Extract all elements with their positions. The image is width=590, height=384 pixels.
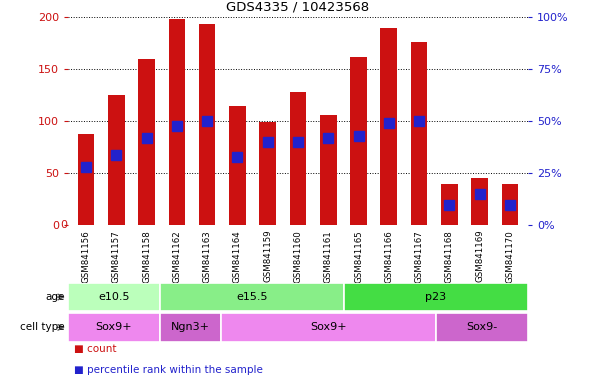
Bar [350, 57, 367, 225]
Text: p23: p23 [425, 292, 447, 302]
Bar [411, 42, 427, 225]
Text: GSM841161: GSM841161 [324, 230, 333, 283]
Bar [290, 92, 306, 225]
Text: ■ count: ■ count [74, 344, 116, 354]
Text: e15.5: e15.5 [236, 292, 268, 302]
Text: GSM841156: GSM841156 [81, 230, 90, 283]
Text: 0: 0 [60, 220, 67, 230]
Bar [138, 59, 155, 225]
Bar [436, 313, 528, 342]
Bar [68, 283, 160, 311]
Text: GSM841163: GSM841163 [202, 230, 212, 283]
Bar [441, 184, 458, 225]
Bar [229, 106, 245, 225]
Text: GSM841162: GSM841162 [172, 230, 181, 283]
Text: Ngn3+: Ngn3+ [171, 322, 210, 333]
Text: ■ percentile rank within the sample: ■ percentile rank within the sample [74, 365, 263, 375]
Bar [221, 313, 436, 342]
Bar [260, 122, 276, 225]
Bar [502, 184, 518, 225]
Bar [160, 313, 221, 342]
Bar [471, 177, 488, 225]
Text: GSM841165: GSM841165 [354, 230, 363, 283]
Bar [320, 115, 336, 225]
Text: GSM841168: GSM841168 [445, 230, 454, 283]
Bar [160, 283, 344, 311]
Bar [344, 283, 528, 311]
Text: GDS4335 / 10423568: GDS4335 / 10423568 [227, 0, 369, 13]
Text: age: age [45, 292, 65, 302]
Text: GSM841160: GSM841160 [293, 230, 303, 283]
Text: GSM841167: GSM841167 [415, 230, 424, 283]
Text: Sox9+: Sox9+ [310, 322, 347, 333]
Text: e10.5: e10.5 [98, 292, 130, 302]
Text: Sox9-: Sox9- [467, 322, 497, 333]
Text: GSM841164: GSM841164 [233, 230, 242, 283]
Text: Sox9+: Sox9+ [96, 322, 132, 333]
Text: GSM841169: GSM841169 [475, 230, 484, 283]
Bar [108, 95, 124, 225]
Text: GSM841170: GSM841170 [506, 230, 514, 283]
Text: GSM841157: GSM841157 [112, 230, 121, 283]
Text: GSM841159: GSM841159 [263, 230, 272, 283]
Bar [68, 313, 160, 342]
Text: cell type: cell type [20, 322, 65, 333]
Bar [199, 23, 215, 225]
Text: GSM841166: GSM841166 [384, 230, 394, 283]
Bar [169, 19, 185, 225]
Bar [78, 134, 94, 225]
Text: GSM841158: GSM841158 [142, 230, 151, 283]
Bar [381, 28, 397, 225]
